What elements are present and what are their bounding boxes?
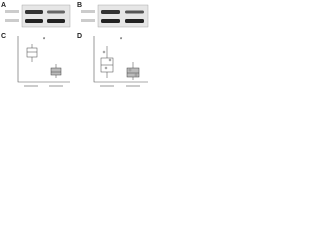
panel-label: D (77, 33, 82, 40)
figure: A B C * D * (1, 2, 149, 87)
panel-label: C (1, 33, 6, 40)
western-blot (81, 4, 149, 28)
western-blot (5, 4, 71, 28)
panel-label: A (1, 2, 6, 9)
box-plot: * (17, 36, 70, 87)
significance-marker: * (43, 38, 46, 44)
box-plot: * (93, 36, 148, 87)
significance-marker: * (120, 38, 123, 44)
panel-label: B (77, 2, 82, 9)
